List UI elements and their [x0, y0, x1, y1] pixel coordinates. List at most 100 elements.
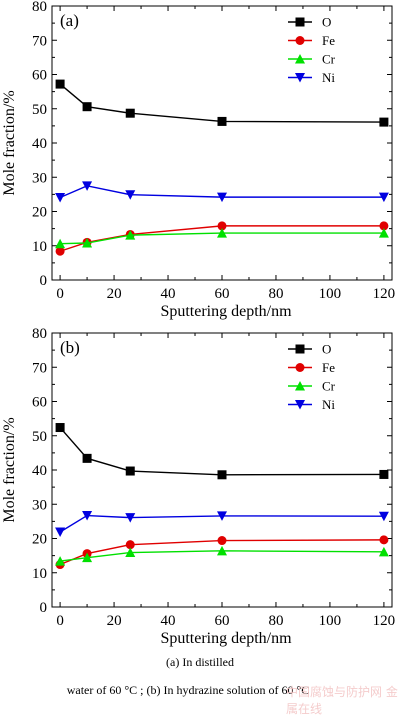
watermark: 中国腐蚀与防护网 金属在线 [286, 685, 398, 716]
series-fe-point [379, 535, 389, 545]
legend-marker [295, 363, 305, 372]
series-o-line [59, 427, 384, 476]
y-tick-label: 40 [32, 463, 47, 479]
x-tick-label: 60 [215, 286, 230, 302]
series-fe-point [217, 536, 227, 546]
series-o-point [125, 108, 135, 118]
x-tick-label: 80 [268, 613, 283, 629]
series-fe-point [125, 540, 135, 550]
series-o [55, 423, 389, 480]
caption-line-1: (a) In distilled [166, 655, 234, 669]
series-o-point [82, 453, 92, 463]
legend-marker [295, 54, 305, 64]
y-tick-label: 0 [40, 273, 48, 289]
series-cr-point [82, 552, 93, 563]
series-o-point [125, 466, 135, 476]
legend-label: Fe [322, 360, 335, 375]
legend-label: Ni [322, 70, 335, 85]
series-ni [55, 181, 389, 203]
x-tick-label: 0 [56, 286, 64, 302]
series-fe-point [217, 221, 227, 231]
y-tick-label: 50 [32, 429, 47, 445]
x-tick-label: 40 [161, 613, 176, 629]
series-fe-point [379, 221, 389, 231]
y-tick-label: 80 [32, 326, 47, 342]
series-cr-point [217, 228, 227, 238]
series-cr-point [55, 238, 66, 249]
series-ni-point [217, 192, 227, 203]
x-axis-label: Sputtering depth/nm [160, 303, 292, 320]
series-ni-point [125, 190, 136, 200]
series-fe-point [55, 246, 65, 256]
x-tick-label: 0 [56, 613, 64, 629]
series-o [55, 79, 389, 127]
series-ni-point [55, 527, 66, 537]
series-ni-point [82, 511, 93, 521]
series-cr-point [217, 545, 227, 556]
x-tick-label: 100 [319, 613, 342, 629]
legend-label: Cr [322, 379, 336, 394]
series-o-point [217, 116, 227, 126]
series-ni-point [82, 181, 93, 191]
y-tick-label: 60 [32, 68, 47, 84]
panel-label: (a) [60, 11, 79, 30]
series-ni-point [378, 511, 389, 522]
legend-label: Cr [322, 52, 336, 67]
x-tick-label: 20 [107, 286, 122, 302]
y-tick-label: 80 [32, 0, 47, 15]
panel-b-frame [51, 332, 393, 608]
series-ni-point [217, 511, 227, 521]
y-tick-label: 0 [40, 600, 48, 616]
series-cr-point [82, 238, 93, 248]
x-axis-label: Sputtering depth/nm [160, 630, 292, 647]
y-tick-label: 30 [32, 497, 47, 513]
panel-b: 0 10 20 30 40 50 60 70 80 0 20 40 60 80 100 120 Sputteri… [1, 326, 395, 647]
legend-marker [295, 381, 305, 391]
legend: O Fe Cr Ni [288, 15, 336, 85]
series-o-point [55, 79, 65, 89]
legend-marker [295, 344, 305, 354]
y-axis-label: Mole fraction/% [1, 90, 18, 195]
y-tick-label: 60 [32, 395, 47, 411]
legend-marker [295, 36, 305, 45]
series-cr-point [125, 547, 136, 558]
panel-a: 0 10 20 30 40 50 60 70 80 0 20 40 60 80 100 120 Sputteri… [1, 0, 395, 320]
x-tick-label: 40 [161, 286, 176, 302]
series-o-point [82, 102, 92, 112]
legend-label: Fe [322, 33, 335, 48]
caption-line-2: water of 60 °C ; (b) In hydrazine soluti… [66, 683, 310, 697]
series-o-point [55, 423, 65, 433]
x-tick-label: 120 [373, 286, 396, 302]
series-ni [55, 511, 389, 537]
series-o-point [217, 470, 227, 480]
legend-marker [295, 400, 305, 410]
x-tick-label: 20 [107, 613, 122, 629]
y-tick-label: 10 [32, 239, 47, 255]
legend: O Fe Cr Ni [288, 342, 336, 412]
series-cr-point [125, 230, 136, 240]
x-tick-label: 60 [215, 613, 230, 629]
y-tick-label: 70 [32, 33, 47, 49]
series-cr [55, 545, 389, 566]
series-o-line [59, 83, 384, 123]
legend-marker [295, 17, 305, 27]
y-tick-label: 30 [32, 170, 47, 186]
series-cr-point [55, 556, 66, 566]
series-ni-point [125, 513, 136, 523]
y-tick-label: 50 [32, 102, 47, 118]
x-tick-label: 100 [319, 286, 342, 302]
y-tick-label: 10 [32, 566, 47, 582]
legend-label: Ni [322, 397, 335, 412]
series-ni-point [378, 192, 389, 203]
series-ni-point [55, 192, 66, 203]
y-tick-label: 20 [32, 205, 47, 221]
y-tick-label: 40 [32, 136, 47, 152]
series-cr [55, 228, 389, 249]
series-fe [55, 221, 389, 256]
y-axis-label: Mole fraction/% [1, 417, 18, 522]
series-o-point [379, 117, 389, 127]
legend-label: O [322, 342, 331, 357]
panel-label: (b) [60, 338, 80, 357]
series-o-point [379, 469, 389, 479]
